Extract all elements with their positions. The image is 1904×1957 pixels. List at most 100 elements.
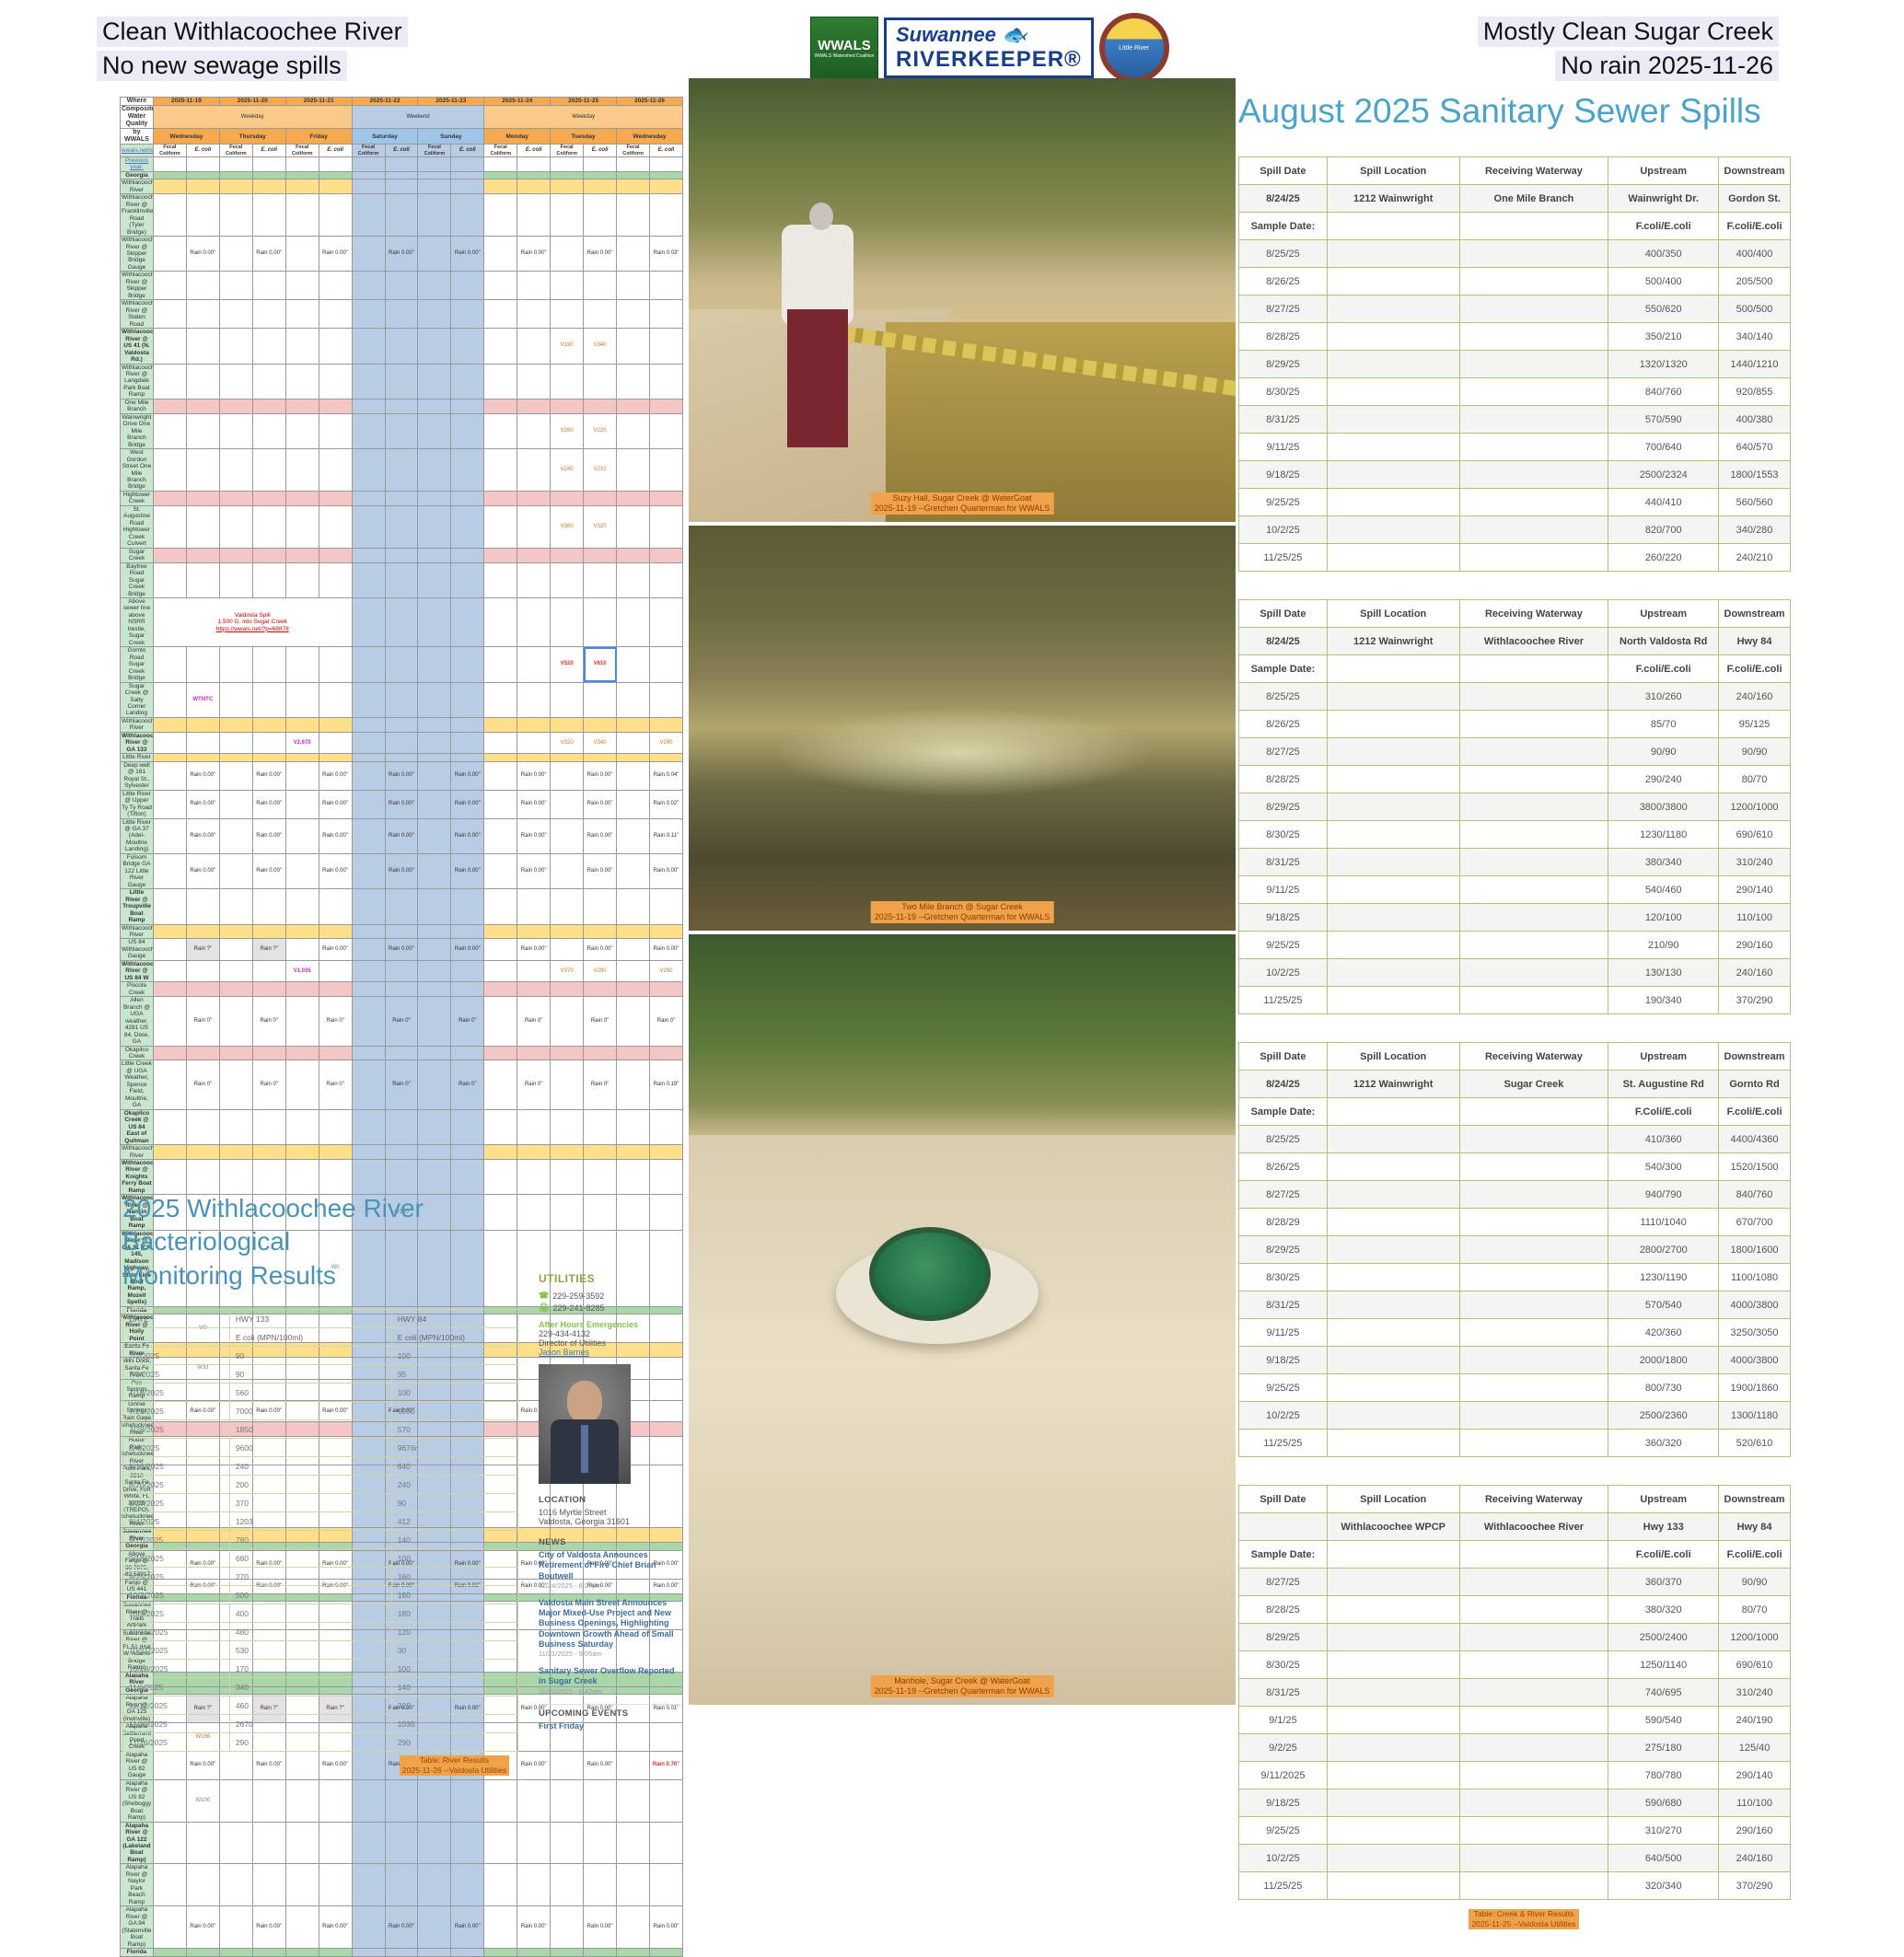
empty-cell [483, 490, 518, 506]
monitoring-subheader: E coli (MPN/100ml) [228, 1327, 392, 1348]
empty-cell [417, 716, 452, 733]
value-cell: Rain 0.00" [649, 1549, 683, 1580]
event-first-friday[interactable]: First Friday [539, 1720, 585, 1731]
sample-upstream-value: 410/360 [1608, 1125, 1720, 1153]
monitoring-value: 680 [228, 1548, 392, 1569]
water-trail-badge[interactable]: Little River [1098, 13, 1169, 83]
empty-cell [583, 1601, 618, 1630]
monitoring-value: 160 [390, 1585, 519, 1605]
empty-cell [218, 1194, 253, 1231]
sample-downstream-value: 690/610 [1718, 820, 1791, 849]
sample-date: 10/2/25 [1238, 1401, 1328, 1430]
value-cell: Rain 0" [384, 1060, 419, 1110]
spill-col-header: Spill Date [1238, 1485, 1328, 1513]
spill-note-link[interactable]: https://wwals.net/?p=68878 [215, 625, 289, 632]
sample-downstream-value: 1800/1553 [1718, 460, 1791, 489]
date-header: 2025-11-20 [218, 96, 286, 107]
suwannee-riverkeeper-logo[interactable]: Suwannee 🐟 RIVERKEEPER® [884, 17, 1094, 78]
empty-cell [152, 716, 187, 733]
sample-downstream-value: 1520/1500 [1718, 1152, 1791, 1181]
section-band-label: Little River [120, 753, 154, 762]
empty-cell [318, 299, 353, 330]
spill-info-cell: Hwy 133 [1608, 1512, 1720, 1541]
empty-cell [483, 398, 518, 414]
empty-cell [1326, 710, 1460, 738]
sample-downstream-value: 1100/1080 [1718, 1263, 1791, 1291]
previous-year-link[interactable]: Previous year: [124, 156, 149, 171]
site-label: Alapaha River @ Naylor Park Beach Ramp [120, 1863, 154, 1907]
news-link[interactable]: Valdosta Main Street Announces Major Mix… [539, 1597, 674, 1649]
empty-cell [284, 852, 319, 890]
photo-manhole[interactable]: Manhole, Sugar Creek @ WaterGoat 2025-11… [689, 934, 1236, 1705]
empty-cell [616, 179, 650, 195]
empty-cell [218, 1905, 253, 1950]
empty-cell [251, 398, 286, 414]
empty-cell [351, 716, 386, 733]
empty-cell [218, 156, 253, 172]
monitoring-value: 200 [228, 1475, 392, 1495]
empty-cell [550, 179, 585, 195]
empty-cell [450, 412, 485, 450]
empty-cell [218, 490, 253, 506]
empty-cell [583, 1194, 618, 1231]
empty-cell [152, 1948, 187, 1957]
empty-cell [1326, 737, 1460, 766]
sample-upstream-value: 3800/3800 [1608, 793, 1720, 821]
empty-cell [450, 731, 485, 755]
empty-cell [517, 716, 551, 733]
empty-cell [1326, 1789, 1460, 1817]
empty-cell [450, 328, 485, 365]
sample-date: 8/29/25 [1238, 350, 1328, 378]
empty-cell [152, 996, 187, 1047]
news-link[interactable]: Sanitary Sewer Overflow Reported in Suga… [539, 1666, 675, 1686]
day-header: Sunday [417, 128, 485, 145]
manhole-lid [869, 1227, 992, 1322]
utilities-phone2[interactable]: 229-241-8285 [552, 1303, 605, 1313]
photo-two-mile-branch[interactable]: Two Mile Branch @ Sugar Creek 2025-11-19… [689, 526, 1236, 931]
empty-cell [517, 170, 551, 180]
empty-cell [1458, 1816, 1609, 1845]
empty-cell [1458, 903, 1609, 932]
empty-cell [384, 156, 419, 172]
director-name-link[interactable]: Jason Barnes [539, 1348, 590, 1357]
value-cell: V210 [583, 448, 618, 492]
empty-cell [351, 646, 386, 683]
utilities-phone1[interactable]: 229-259-3592 [552, 1291, 605, 1301]
monitoring-value: 240 [390, 1475, 519, 1495]
empty-cell [583, 1778, 618, 1823]
empty-cell [649, 271, 683, 301]
sample-date-label: Sample Date: [1238, 212, 1328, 240]
empty-cell [185, 716, 220, 733]
after-hours-phone[interactable]: 229-434-4132 [539, 1329, 591, 1338]
empty-cell [649, 1778, 683, 1823]
empty-cell [185, 412, 220, 450]
value-cell: Rain 0.00" [251, 236, 286, 272]
value-cell: Rain 0.00" [649, 852, 683, 890]
sample-date: 8/28/25 [1238, 765, 1328, 793]
empty-cell [251, 193, 286, 237]
empty-cell [450, 646, 485, 683]
empty-cell [1458, 737, 1609, 766]
monitoring-value: 90 [390, 1493, 519, 1513]
empty-cell [284, 170, 319, 180]
events-heading: UPCOMING EVENTS [539, 1708, 629, 1719]
monitoring-date: 7/9/2025 [122, 1364, 230, 1384]
empty-cell [218, 1863, 253, 1907]
empty-cell [351, 1158, 386, 1196]
sample-units-downstream: F.coli/E.coli [1718, 212, 1791, 240]
wwals-logo[interactable]: WWALS WWALS Watershed Coalition [810, 17, 878, 79]
sample-downstream-value: 95/125 [1718, 710, 1791, 738]
empty-cell [284, 1060, 319, 1110]
empty-cell [583, 1863, 618, 1907]
empty-cell [616, 1601, 650, 1630]
photo-sampling-sugar-creek[interactable]: Suzy Hall, Sugar Creek @ WaterGoat 2025-… [689, 78, 1236, 522]
value-cell: V240 [550, 448, 585, 492]
empty-cell [1458, 1623, 1609, 1651]
wwals-testing-link[interactable]: wwals.net/issues/testing/ [122, 146, 154, 154]
empty-cell [649, 562, 683, 598]
empty-cell [649, 1305, 683, 1315]
empty-cell [152, 646, 187, 683]
empty-cell [483, 753, 518, 762]
news-link[interactable]: City of Valdosta Announces Retirement of… [539, 1550, 656, 1581]
empty-cell [417, 398, 452, 414]
